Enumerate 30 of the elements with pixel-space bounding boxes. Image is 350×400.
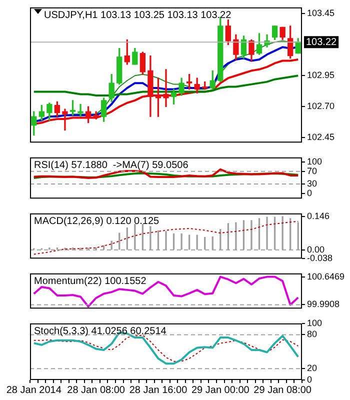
x-tick-label: 28 Jan 2014: [6, 384, 62, 396]
y-tick-label: 0: [307, 188, 312, 198]
y-tick-label: -0.038: [307, 253, 333, 264]
chart-title: USDJPY,H1 103.13 103.25 103.13 103.22: [44, 10, 232, 22]
chart-title: MACD(12,26,9) 0.120 0.125: [34, 216, 160, 228]
candlestick: [163, 69, 169, 107]
y-tick-label: 0.00: [307, 244, 325, 254]
y-tick-label: 30: [307, 178, 318, 189]
chart-title: Momentum(22) 100.1552: [34, 276, 147, 288]
x-tick-label: 29 Jan 00:00: [191, 384, 250, 396]
x-tick-label: 29 Jan 08:00: [254, 384, 312, 396]
y-tick-label: 20: [307, 363, 318, 374]
y-tick-label: 70: [307, 166, 318, 176]
y-tick-label: 0.146: [307, 211, 330, 222]
y-tick-label: 100: [307, 318, 322, 328]
y-tick-label: 0: [307, 374, 312, 384]
x-tick-label: 28 Jan 08:00: [67, 384, 126, 396]
y-tick-label: 102.70: [307, 101, 335, 112]
y-tick-label: 102.95: [307, 70, 335, 80]
y-tick-label: 103.45: [307, 8, 335, 18]
y-tick-label: 100.6469: [307, 271, 345, 282]
chart-title: Stoch(5,3,3) 41.0256 60.2514: [34, 326, 167, 338]
candlestick: [62, 108, 68, 131]
x-tick-label: 28 Jan 16:00: [129, 384, 188, 396]
y-tick-label: 80: [307, 329, 318, 340]
ref-line-label: 103.22: [306, 36, 338, 48]
chart-title: RSI(14) 57.1880 ->MA(7) 59.0506: [34, 160, 189, 172]
y-tick-label: 102.45: [307, 132, 335, 142]
y-tick-label: 99.9908: [307, 299, 340, 310]
y-tick-label: 100: [307, 156, 322, 166]
